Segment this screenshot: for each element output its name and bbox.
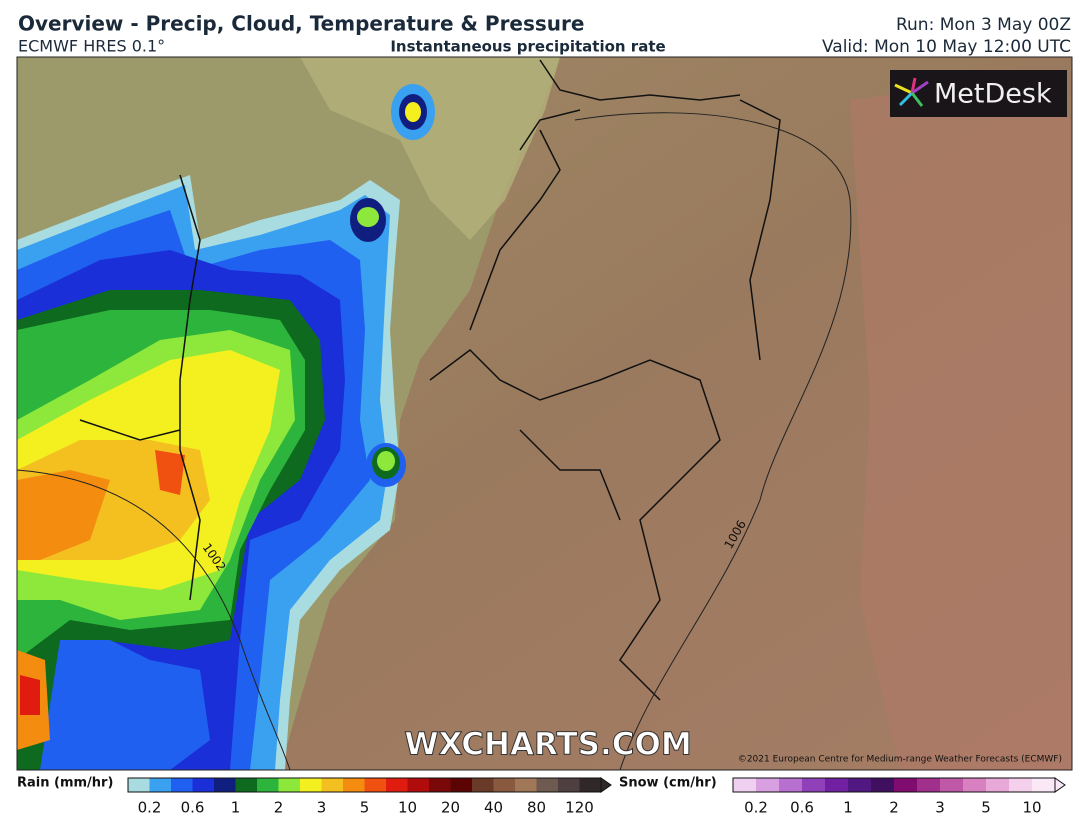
colorbar-tick: 5 [981, 799, 991, 817]
subtitle: Instantaneous precipitation rate [390, 38, 665, 56]
logo-icon [894, 77, 929, 107]
color-swatch [214, 778, 236, 792]
colorbar-tick: 40 [484, 799, 503, 817]
color-swatch [940, 778, 963, 792]
colorbars: 0.2 0.6 1 2 3 5 10 20 40 80 120 0.2 0.6 1 2 3 5 10 [127, 777, 1066, 817]
color-swatch [894, 778, 917, 792]
valid: Valid: Mon 10 May 12:00 UTC [822, 37, 1071, 57]
color-swatch [192, 778, 214, 792]
color-swatch [171, 778, 193, 792]
color-swatch [300, 778, 322, 792]
color-swatch [756, 778, 779, 792]
color-swatch [343, 778, 365, 792]
color-swatch [1032, 778, 1055, 792]
colorbar-tick: 1 [843, 799, 853, 817]
color-swatch [364, 778, 386, 792]
colorbar-tick: 120 [565, 799, 594, 817]
color-swatch [278, 778, 300, 792]
color-swatch [848, 778, 871, 792]
colorbar-tick: 1 [231, 799, 241, 817]
color-swatch [472, 778, 494, 792]
rain-label: Rain (mm/hr) [17, 776, 113, 791]
color-swatch [963, 778, 986, 792]
color-swatch [515, 778, 537, 792]
colorbar-tick: 10 [398, 799, 417, 817]
color-swatch [321, 778, 343, 792]
color-swatch [917, 778, 940, 792]
color-swatch [493, 778, 515, 792]
colorbar-tick: 80 [527, 799, 546, 817]
colorbar-tick: 0.6 [790, 799, 814, 817]
title: Overview - Precip, Cloud, Temperature & … [18, 12, 584, 36]
color-swatch [802, 778, 825, 792]
color-swatch [235, 778, 257, 792]
color-swatch [149, 778, 171, 792]
color-swatch [871, 778, 894, 792]
colorbar-arrow [600, 777, 612, 793]
colorbar-tick: 0.6 [181, 799, 205, 817]
color-swatch [779, 778, 802, 792]
colorbar-tick: 3 [317, 799, 327, 817]
color-swatch [986, 778, 1009, 792]
colorbar-frame [127, 777, 602, 793]
colorbar-tick: 3 [935, 799, 945, 817]
map: 1002 1006 MetDesk WXCHARTS.COM ©2021 Eur… [17, 57, 1072, 770]
colorbar-arrow [1054, 777, 1066, 793]
color-swatch [579, 778, 601, 792]
colorbar-tick: 0.2 [744, 799, 768, 817]
color-swatch [128, 778, 150, 792]
logo: MetDesk [934, 79, 1052, 110]
color-swatch [386, 778, 408, 792]
color-swatch [450, 778, 472, 792]
color-swatch [825, 778, 848, 792]
colorbar-tick: 20 [441, 799, 460, 817]
colorbar-tick: 2 [274, 799, 284, 817]
run: Run: Mon 3 May 00Z [896, 15, 1071, 35]
color-swatch [257, 778, 279, 792]
snow-label: Snow (cm/hr) [619, 776, 717, 791]
colorbar-tick: 0.2 [138, 799, 162, 817]
model: ECMWF HRES 0.1° [18, 37, 165, 56]
color-swatch [429, 778, 451, 792]
color-swatch [1009, 778, 1032, 792]
watermark: WXCHARTS.COM [404, 727, 691, 763]
color-swatch [536, 778, 558, 792]
colorbar-tick: 2 [889, 799, 899, 817]
colorbar-tick: 10 [1022, 799, 1041, 817]
colorbar-tick: 5 [360, 799, 370, 817]
color-swatch [407, 778, 429, 792]
copyright: ©2021 European Centre for Medium-range W… [738, 755, 1062, 765]
color-swatch [733, 778, 756, 792]
color-swatch [558, 778, 580, 792]
colorbar-frame [732, 777, 1056, 793]
